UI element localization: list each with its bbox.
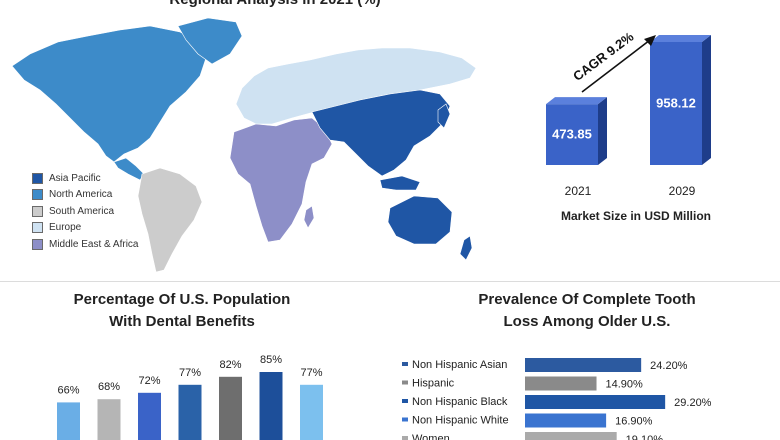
tooth-category-label: Non Hispanic Black: [412, 396, 508, 408]
legend-label: Asia Pacific: [49, 172, 101, 184]
dental-chart-title: Percentage Of U.S. Population: [74, 291, 291, 308]
dental-value-label: 77%: [179, 367, 201, 379]
region-madagascar: [303, 205, 315, 229]
region-japan: [437, 103, 451, 129]
market-bar-side: [598, 97, 607, 165]
tooth-category-label: Non Hispanic Asian: [412, 359, 507, 371]
legend-item: North America: [32, 187, 138, 204]
map-legend: Asia Pacific North America South America Eu…: [32, 170, 138, 253]
section-divider: [0, 281, 780, 282]
tooth-bar: [525, 413, 607, 428]
tooth-value-label: 24.20%: [650, 360, 688, 372]
map-title: Regional Analysis in 2021 (%): [120, 0, 430, 8]
tooth-value-label: 16.90%: [615, 416, 653, 428]
tooth-loss-chart: Prevalence Of Complete Tooth Loss Among O…: [402, 291, 712, 440]
dental-bar: [300, 384, 323, 440]
market-bar: [650, 42, 702, 165]
tooth-category-label: Women: [412, 433, 450, 440]
market-value-label: 958.12: [656, 96, 696, 111]
dental-value-label: 77%: [300, 367, 322, 379]
world-map: [11, 17, 477, 273]
region-se-asia-islands: [379, 175, 421, 191]
dental-chart-title: With Dental Benefits: [109, 313, 255, 330]
legend-swatch: [32, 172, 43, 184]
region-south-america: [137, 167, 203, 273]
dental-bar: [138, 392, 161, 440]
tooth-value-label: 14.90%: [606, 379, 644, 391]
region-greenland: [177, 17, 243, 65]
dental-value-label: 82%: [219, 359, 241, 371]
tooth-bar: [525, 432, 617, 440]
market-xlabel: Market Size in USD Million: [561, 209, 711, 223]
tooth-bar: [525, 395, 666, 409]
market-value-label: 473.85: [552, 127, 592, 142]
tooth-category-marker: [402, 380, 408, 385]
region-middle-east-africa: [229, 117, 333, 243]
tooth-value-label: 29.20%: [674, 397, 712, 409]
tooth-category-marker: [402, 399, 408, 403]
legend-item: Asia Pacific: [32, 170, 138, 187]
tooth-category-marker: [402, 436, 408, 440]
legend-item: South America: [32, 203, 138, 220]
legend-swatch: [32, 238, 43, 250]
tooth-category-label: Hispanic: [412, 378, 455, 390]
tooth-chart-title: Prevalence Of Complete Tooth: [478, 291, 695, 308]
market-year-label: 2029: [669, 184, 696, 198]
dental-value-label: 85%: [260, 354, 282, 366]
dental-benefits-chart: Percentage Of U.S. Population With Dental…: [57, 291, 323, 440]
region-asia-pacific: [311, 89, 451, 177]
region-australia: [387, 195, 453, 245]
legend-label: Middle East & Africa: [49, 238, 139, 250]
cagr-arrow-head: [644, 35, 656, 46]
tooth-bar: [525, 376, 597, 391]
dental-value-label: 72%: [138, 375, 160, 387]
market-bar: [546, 104, 598, 165]
tooth-bar: [525, 358, 642, 372]
legend-label: South America: [49, 205, 115, 217]
dental-bar: [259, 372, 283, 440]
cagr-arrow-line: [581, 39, 651, 93]
tooth-chart-title: Loss Among Older U.S.: [504, 313, 671, 330]
tooth-value-label: 19.10%: [626, 434, 664, 440]
legend-item: Europe: [32, 220, 138, 237]
tooth-category-marker: [402, 417, 408, 422]
dental-bar: [97, 399, 121, 440]
tooth-category-label: Non Hispanic White: [412, 415, 509, 427]
market-year-label: 2021: [565, 184, 592, 198]
market-bar-top: [546, 97, 607, 105]
legend-swatch: [32, 189, 43, 201]
dental-bar: [57, 402, 80, 440]
dental-value-label: 68%: [98, 381, 120, 393]
region-north-america: [11, 25, 207, 163]
dental-bar: [219, 376, 242, 440]
legend-swatch: [32, 222, 43, 234]
legend-label: North America: [49, 189, 113, 201]
market-bar-side: [702, 35, 711, 165]
dental-value-label: 66%: [57, 384, 79, 396]
legend-swatch: [32, 205, 43, 217]
region-new-zealand: [459, 235, 473, 261]
market-bar-top: [650, 35, 711, 42]
region-europe: [235, 47, 477, 125]
dental-bar: [178, 384, 202, 440]
tooth-category-marker: [402, 362, 408, 366]
legend-label: Europe: [49, 222, 82, 234]
legend-item: Middle East & Africa: [32, 236, 138, 253]
